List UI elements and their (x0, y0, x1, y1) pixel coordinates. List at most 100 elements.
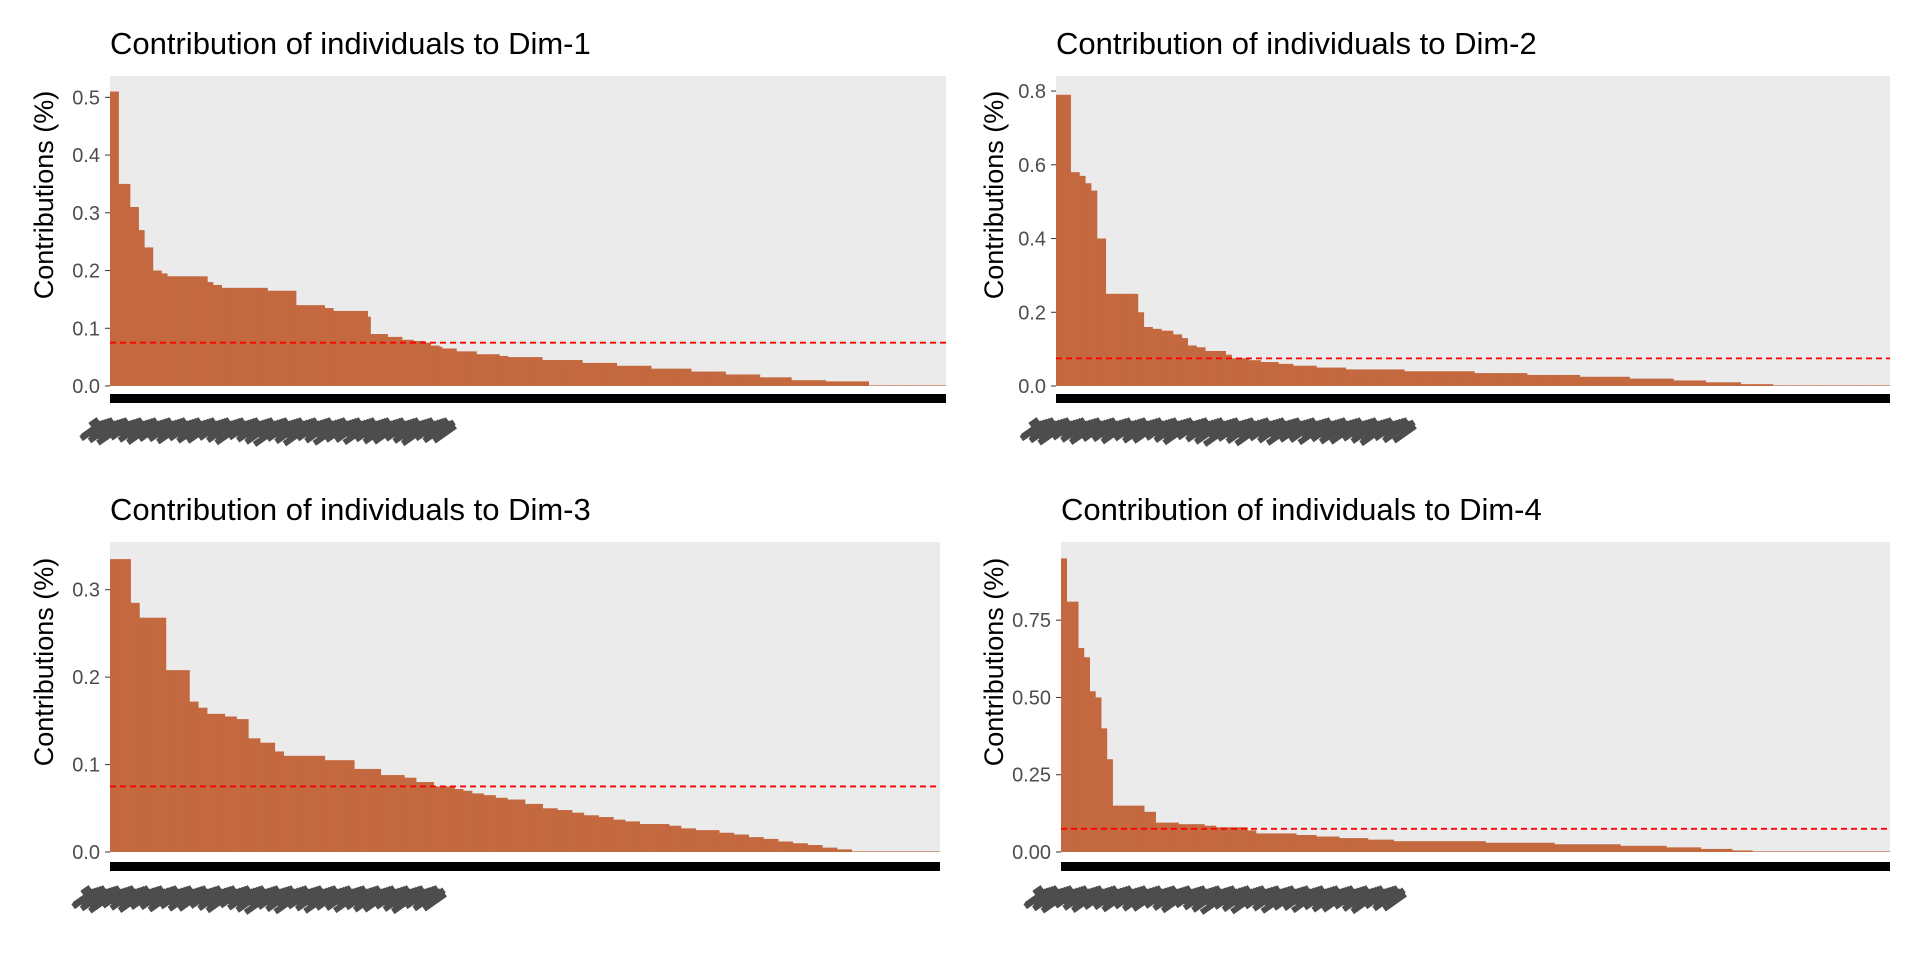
bar (1522, 842, 1526, 852)
bar (1231, 358, 1235, 386)
bar (155, 270, 159, 386)
bar (1508, 842, 1512, 852)
bar (1408, 841, 1412, 852)
bar (1336, 836, 1340, 852)
bar (268, 742, 273, 852)
bar (807, 845, 811, 852)
bar (348, 760, 352, 852)
bar (811, 380, 815, 386)
bar (516, 357, 520, 386)
bar (1278, 363, 1282, 386)
bar (474, 793, 479, 852)
x-tick-label-glyph (1230, 417, 1256, 437)
x-tick-label-glyph (1287, 417, 1302, 430)
bar (1524, 373, 1528, 386)
bar (1758, 851, 1762, 852)
bar (710, 830, 714, 852)
bar (184, 276, 188, 386)
bar (782, 377, 786, 386)
bar (1872, 851, 1876, 852)
x-tick-label-glyph (219, 417, 246, 439)
bar (1144, 811, 1148, 852)
x-tick-label-glyph (1311, 885, 1326, 897)
bar (460, 789, 464, 852)
bar (1702, 380, 1706, 386)
bar (1824, 851, 1828, 852)
bar (1319, 836, 1323, 852)
bar (869, 851, 873, 852)
bar (510, 357, 514, 386)
x-tick-label-glyph (1028, 417, 1040, 428)
bar (502, 355, 506, 386)
bar (920, 385, 924, 386)
bar (257, 738, 261, 852)
bar (271, 742, 276, 852)
bar (1448, 371, 1452, 386)
bar (342, 760, 346, 852)
bar (1187, 345, 1191, 386)
bar (1238, 827, 1243, 852)
bar (901, 851, 905, 852)
bar (1723, 848, 1727, 852)
bar (1810, 385, 1815, 386)
bar (1799, 385, 1803, 386)
bar (1805, 385, 1809, 386)
bar (373, 334, 377, 386)
x-tick-label-glyph (1066, 417, 1087, 434)
bar (1247, 830, 1251, 852)
bar (1837, 385, 1841, 386)
bar (822, 380, 827, 386)
bar (1085, 183, 1089, 386)
bar (1775, 385, 1780, 386)
bar (424, 342, 429, 386)
bar (848, 381, 852, 386)
bar (1390, 839, 1395, 852)
bar (1789, 851, 1793, 852)
bar (1419, 841, 1423, 852)
bar (1146, 327, 1150, 386)
bar (1261, 833, 1265, 852)
bar (1600, 844, 1604, 852)
bar (1118, 805, 1122, 852)
bar (1654, 845, 1658, 852)
bar (1808, 385, 1812, 386)
bar (691, 371, 695, 386)
bar (622, 365, 626, 386)
bar (536, 357, 540, 386)
bar (577, 812, 582, 852)
bar (1350, 838, 1354, 852)
bar (1553, 374, 1557, 386)
bar (1416, 841, 1420, 852)
bar (1623, 376, 1627, 386)
bar (900, 385, 904, 386)
bar (1101, 728, 1105, 852)
bar (172, 276, 177, 386)
bar (834, 847, 838, 852)
x-tick-label-glyph (1160, 417, 1179, 432)
bar (725, 832, 729, 852)
bar (1319, 367, 1323, 386)
bar (1290, 363, 1294, 386)
chart-panel-dim-4: Contribution of individuals to Dim-4 Con… (960, 470, 1920, 960)
bar (115, 559, 120, 852)
bar (595, 815, 599, 852)
bar (1479, 841, 1483, 852)
bar (410, 339, 414, 386)
bar (816, 845, 820, 852)
bar (1307, 365, 1311, 386)
bar (419, 340, 423, 386)
bar (1347, 838, 1352, 852)
bar (1497, 842, 1501, 852)
x-tick-label-glyph (234, 885, 252, 900)
bar (1108, 293, 1112, 386)
bar (1249, 360, 1253, 386)
bar (1250, 830, 1254, 852)
bar (1796, 385, 1800, 386)
bar (1620, 845, 1624, 852)
x-tick-label-glyph (1293, 417, 1317, 436)
bar (1851, 385, 1856, 386)
bar (383, 775, 387, 852)
bar (613, 362, 618, 386)
bar (1585, 376, 1589, 386)
bar (283, 755, 287, 852)
